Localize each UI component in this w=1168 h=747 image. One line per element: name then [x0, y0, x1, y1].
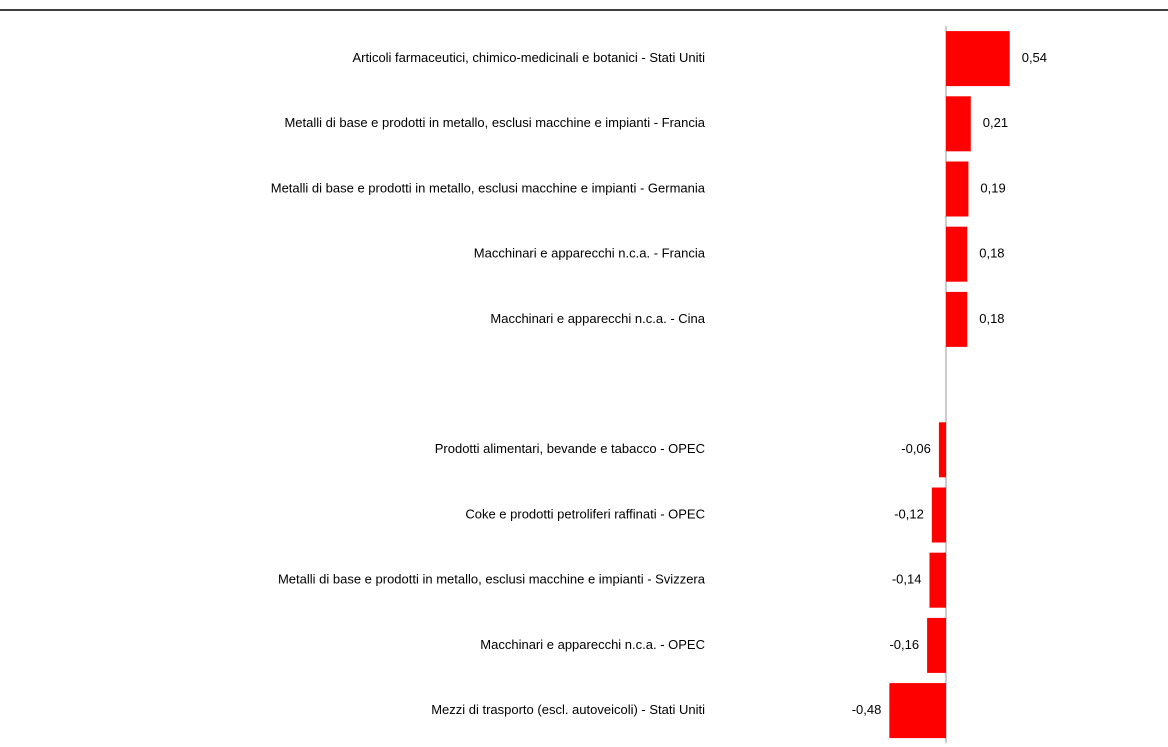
- category-label: Prodotti alimentari, bevande e tabacco -…: [435, 441, 705, 456]
- value-label: 0,18: [979, 311, 1004, 326]
- value-label: 0,18: [979, 246, 1004, 261]
- value-label: -0,16: [889, 637, 919, 652]
- category-label: Mezzi di trasporto (escl. autoveicoli) -…: [431, 702, 705, 717]
- bar: [938, 422, 946, 478]
- category-label: Metalli di base e prodotti in metallo, e…: [271, 180, 706, 195]
- value-label: 0,54: [1022, 50, 1047, 65]
- category-label: Metalli di base e prodotti in metallo, e…: [284, 115, 705, 130]
- category-label: Metalli di base e prodotti in metallo, e…: [278, 572, 706, 587]
- bar: [927, 617, 946, 673]
- bar: [946, 226, 968, 282]
- value-label: -0,06: [901, 441, 931, 456]
- bar: [929, 552, 946, 608]
- value-label: 0,21: [983, 115, 1008, 130]
- bar: [946, 31, 1010, 87]
- value-label: 0,19: [980, 180, 1005, 195]
- value-label: -0,14: [892, 572, 922, 587]
- category-label: Macchinari e apparecchi n.c.a. - Cina: [490, 311, 705, 326]
- bar: [946, 161, 969, 217]
- value-label: -0,12: [894, 506, 924, 521]
- category-label: Macchinari e apparecchi n.c.a. - OPEC: [480, 637, 705, 652]
- bar: [946, 96, 971, 152]
- value-label: -0,48: [852, 702, 882, 717]
- category-label: Coke e prodotti petroliferi raffinati - …: [465, 506, 705, 521]
- bar: [946, 291, 968, 347]
- bar: [931, 487, 946, 543]
- bar: [889, 683, 946, 739]
- category-label: Articoli farmaceutici, chimico-medicinal…: [352, 50, 705, 65]
- category-label: Macchinari e apparecchi n.c.a. - Francia: [474, 246, 706, 261]
